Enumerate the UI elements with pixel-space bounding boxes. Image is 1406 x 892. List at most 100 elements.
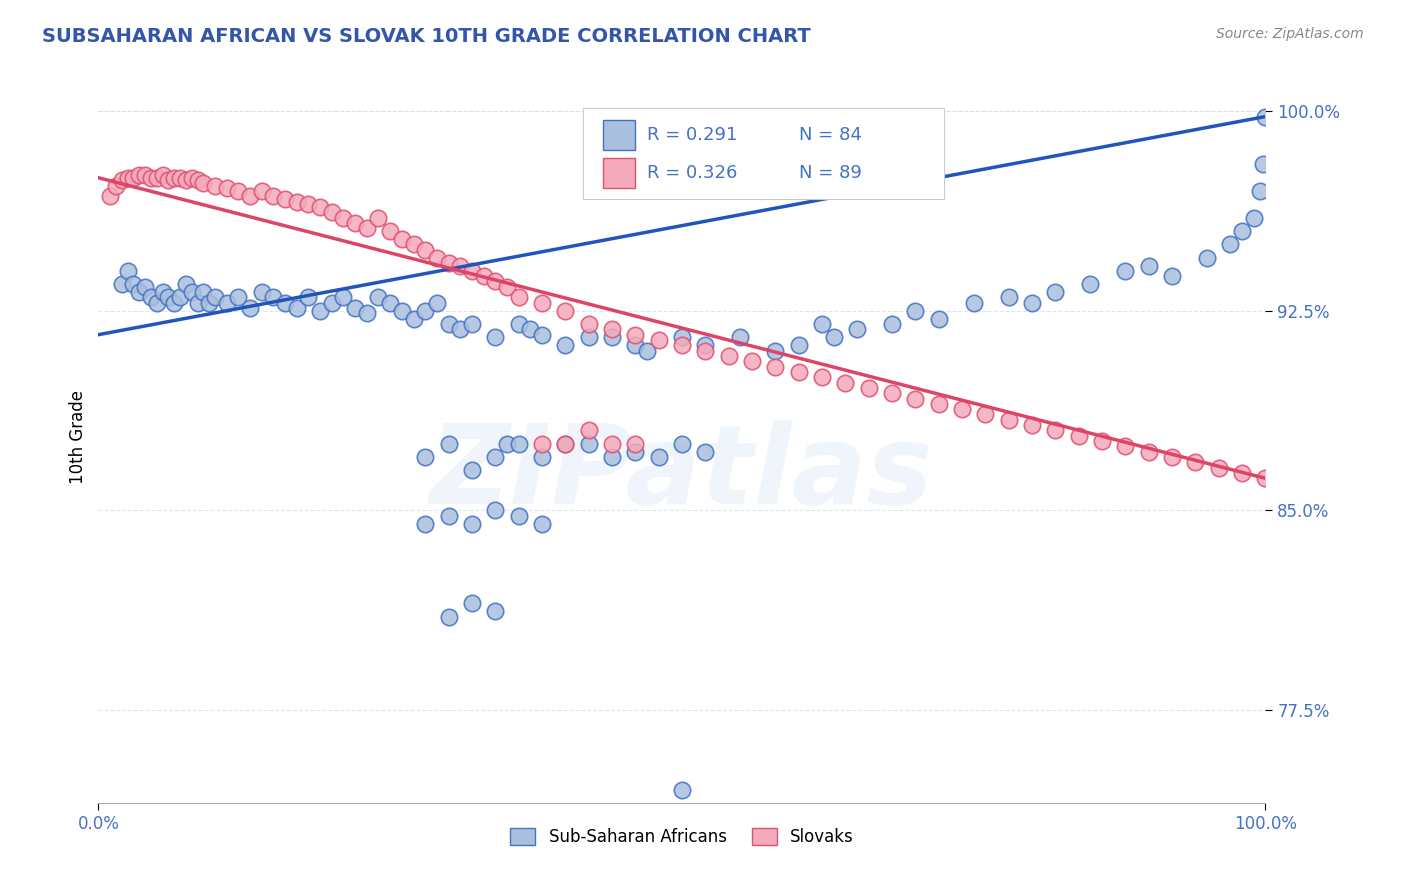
Point — [215, 181, 238, 195]
Point — [169, 170, 191, 185]
Point — [122, 277, 145, 292]
Point — [180, 285, 202, 299]
Point — [413, 516, 436, 531]
Point — [880, 386, 903, 401]
Point — [250, 285, 273, 299]
Point — [1184, 455, 1206, 469]
Point — [554, 303, 576, 318]
Point — [367, 211, 389, 225]
Point — [811, 317, 834, 331]
Point — [496, 436, 519, 450]
Point — [285, 194, 308, 209]
Point — [763, 359, 786, 374]
Point — [139, 170, 162, 185]
Point — [1021, 295, 1043, 310]
Point — [1067, 429, 1090, 443]
Point — [1091, 434, 1114, 448]
Point — [426, 251, 449, 265]
Point — [204, 178, 226, 193]
Point — [530, 327, 553, 342]
Point — [117, 170, 139, 185]
Point — [146, 170, 169, 185]
Point — [157, 290, 180, 304]
Point — [647, 333, 669, 347]
Point — [437, 317, 460, 331]
Point — [695, 444, 717, 458]
Point — [904, 392, 927, 406]
Point — [449, 322, 471, 336]
Text: N = 89: N = 89 — [799, 164, 862, 182]
Point — [554, 338, 576, 352]
Point — [146, 295, 169, 310]
Point — [763, 343, 786, 358]
Text: Source: ZipAtlas.com: Source: ZipAtlas.com — [1216, 27, 1364, 41]
Point — [1114, 264, 1136, 278]
Point — [134, 168, 156, 182]
Point — [128, 285, 150, 299]
Point — [554, 436, 576, 450]
Point — [508, 436, 530, 450]
Point — [193, 176, 215, 190]
Point — [671, 782, 693, 797]
Point — [198, 295, 221, 310]
Point — [461, 463, 484, 477]
Point — [1045, 285, 1067, 299]
Point — [671, 338, 693, 352]
Y-axis label: 10th Grade: 10th Grade — [69, 390, 87, 484]
Text: R = 0.326: R = 0.326 — [647, 164, 737, 182]
Point — [344, 216, 367, 230]
Point — [367, 290, 389, 304]
Point — [1137, 259, 1160, 273]
Point — [554, 436, 576, 450]
Point — [695, 338, 717, 352]
Point — [950, 402, 973, 417]
Point — [309, 303, 332, 318]
Point — [624, 338, 647, 352]
Point — [730, 330, 752, 344]
Point — [624, 444, 647, 458]
Point — [163, 170, 186, 185]
Point — [787, 338, 810, 352]
Point — [187, 173, 209, 187]
Point — [134, 280, 156, 294]
Point — [858, 381, 880, 395]
Point — [846, 322, 869, 336]
Point — [187, 295, 209, 310]
Point — [163, 295, 186, 310]
Point — [578, 317, 600, 331]
Bar — [603, 158, 636, 188]
Point — [332, 211, 354, 225]
Point — [600, 322, 623, 336]
Point — [204, 290, 226, 304]
Point — [1045, 424, 1067, 438]
Point — [461, 264, 484, 278]
Point — [1254, 110, 1277, 124]
Point — [741, 354, 763, 368]
Point — [309, 200, 332, 214]
Point — [1230, 466, 1253, 480]
Point — [152, 285, 174, 299]
Point — [484, 450, 506, 464]
Point — [484, 503, 506, 517]
Point — [228, 184, 250, 198]
Point — [1161, 450, 1184, 464]
Point — [356, 306, 378, 320]
Point — [437, 436, 460, 450]
Point — [1243, 211, 1265, 225]
Point — [1161, 269, 1184, 284]
Point — [928, 397, 950, 411]
Point — [636, 343, 658, 358]
Point — [962, 295, 984, 310]
Point — [461, 596, 484, 610]
Text: R = 0.291: R = 0.291 — [647, 126, 737, 144]
Point — [600, 450, 623, 464]
Point — [169, 290, 191, 304]
Point — [128, 168, 150, 182]
Point — [1114, 439, 1136, 453]
Point — [671, 330, 693, 344]
Point — [437, 256, 460, 270]
Point — [1021, 418, 1043, 433]
Point — [1080, 277, 1102, 292]
Text: N = 84: N = 84 — [799, 126, 862, 144]
Point — [297, 197, 319, 211]
